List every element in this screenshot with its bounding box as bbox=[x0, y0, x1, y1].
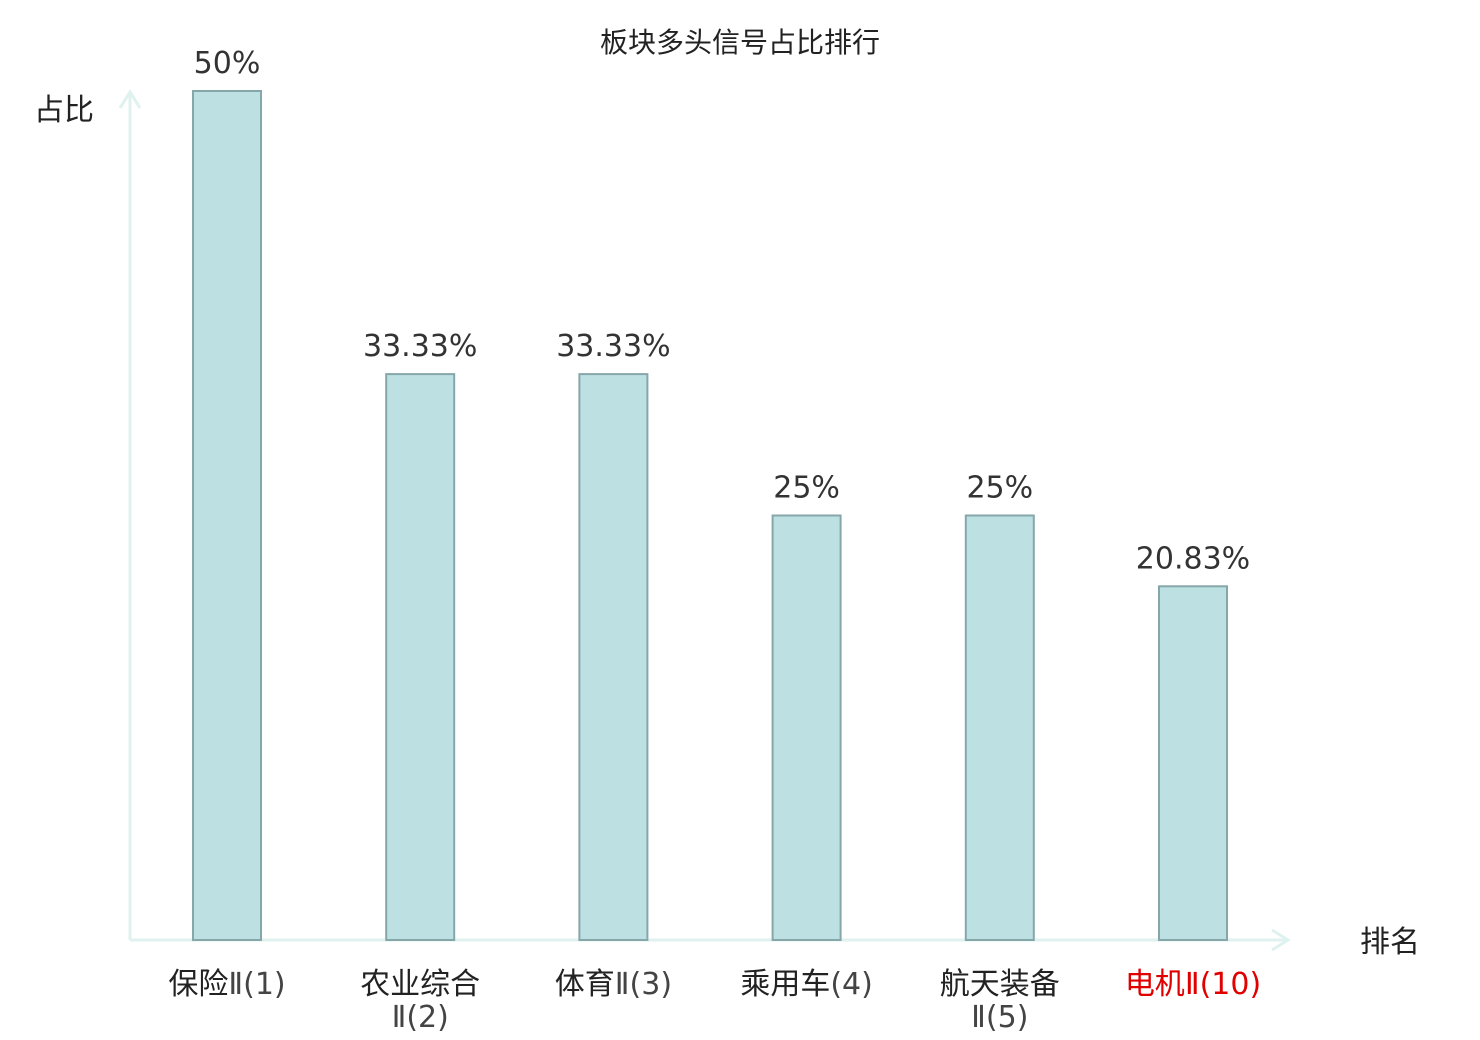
value-label-2: 33.33% bbox=[363, 329, 477, 364]
category-name-3: 体育 bbox=[555, 967, 615, 1002]
category-label-5: 航天装备 Ⅱ(5) bbox=[940, 967, 1060, 1035]
chart-title: 板块多头信号占比排行 bbox=[600, 26, 880, 59]
x-axis-arrow bbox=[1271, 928, 1291, 952]
bars-layer bbox=[192, 90, 1228, 942]
value-label-6: 20.83% bbox=[1136, 541, 1250, 576]
bar-2 bbox=[385, 373, 456, 942]
bar-5 bbox=[964, 514, 1035, 941]
value-label-5: 25% bbox=[966, 471, 1033, 506]
category-name-6: 电机 bbox=[1125, 967, 1185, 1002]
category-rank-6: Ⅱ(10) bbox=[1185, 967, 1261, 1002]
category-rank-5: Ⅱ(5) bbox=[971, 1000, 1028, 1035]
category-label-6: 电机Ⅱ(10) bbox=[1125, 967, 1261, 1002]
category-rank-1: Ⅱ(1) bbox=[228, 967, 285, 1002]
value-label-1: 50% bbox=[194, 46, 261, 81]
category-name-4: 乘用车 bbox=[740, 967, 830, 1002]
category-rank-4: (4) bbox=[830, 967, 873, 1002]
category-label-4: 乘用车(4) bbox=[740, 967, 873, 1002]
category-label-3: 体育Ⅱ(3) bbox=[555, 967, 672, 1002]
category-name-2: 农业综合 bbox=[360, 967, 480, 1002]
category-label-2: 农业综合 Ⅱ(2) bbox=[360, 967, 480, 1035]
bar-6 bbox=[1158, 585, 1228, 941]
value-label-4: 25% bbox=[773, 471, 840, 506]
category-rank-2: Ⅱ(2) bbox=[392, 1000, 449, 1035]
y-axis-label: 占比 bbox=[34, 93, 94, 128]
bar-3 bbox=[578, 373, 649, 942]
labels-layer: 50% 保险Ⅱ(1) 33.33% 农业综合 Ⅱ(2) 33.33% 体育Ⅱ(3) 25% 乘用… bbox=[168, 46, 1261, 1035]
category-label-1: 保险Ⅱ(1) bbox=[168, 967, 285, 1002]
category-name-1: 保险 bbox=[168, 967, 228, 1002]
category-rank-3: Ⅱ(3) bbox=[615, 967, 672, 1002]
value-label-3: 33.33% bbox=[556, 329, 670, 364]
bar-1 bbox=[192, 90, 262, 941]
bar-4 bbox=[771, 514, 842, 941]
x-axis-label: 排名 bbox=[1360, 925, 1420, 960]
y-axis-arrow bbox=[118, 89, 142, 109]
category-name-5: 航天装备 bbox=[940, 967, 1060, 1002]
axes bbox=[118, 89, 1291, 952]
